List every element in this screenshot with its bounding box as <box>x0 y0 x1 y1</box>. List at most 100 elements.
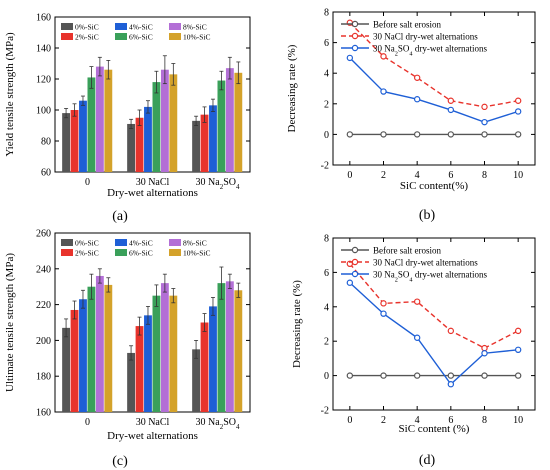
legend-label: 10%-SiC <box>183 33 211 42</box>
legend-label: 0%-SiC <box>75 23 99 32</box>
data-point <box>413 334 421 341</box>
bar <box>104 284 113 412</box>
bar <box>225 68 234 172</box>
x-tick-label: 2 <box>381 415 386 426</box>
legend-swatch <box>115 249 127 256</box>
y-tick-label: 6 <box>324 268 329 279</box>
plot-frame <box>332 237 536 411</box>
bar <box>104 69 113 172</box>
x-tick-label: 4 <box>415 170 420 181</box>
chart-d: -2 0 2 4 6 8 Decreasing rate (%) SiC content (%… <box>291 234 536 468</box>
legend-label: 6%-SiC <box>129 33 153 42</box>
panel-label: (d) <box>419 453 436 468</box>
bar <box>200 114 209 172</box>
x-tick-label: 0 <box>85 177 90 188</box>
bar <box>62 327 70 412</box>
bar <box>144 315 152 412</box>
y-tick-label: 0 <box>324 371 329 382</box>
legend-label: 30 NaCl dry-wet alternations <box>373 32 478 42</box>
chart-a: 60 80 100 120 140 160 Yield tensile strength (… <box>4 13 251 224</box>
legend-swatch <box>169 23 181 30</box>
y-tick-label: 2 <box>324 337 329 348</box>
bar <box>70 309 79 412</box>
y-axis-label: Decreasing rate (%) <box>291 280 303 368</box>
data-point <box>413 96 421 103</box>
bar <box>62 113 70 172</box>
legend-swatch <box>115 23 127 30</box>
data-point <box>380 300 387 307</box>
y-tick-label: 8 <box>324 234 329 245</box>
bar <box>234 290 243 412</box>
bar <box>79 100 87 172</box>
legend-label: 6%-SiC <box>129 249 153 258</box>
y-tick-label: 160 <box>36 408 51 419</box>
data-point <box>447 327 455 335</box>
x-axis-label: SiC content(%) <box>400 180 468 192</box>
legend-label: 2%-SiC <box>75 33 99 42</box>
data-point <box>346 131 354 138</box>
bar <box>95 66 104 172</box>
legend-label: 8%-SiC <box>183 239 207 248</box>
bar <box>127 352 135 412</box>
legend-label: 4%-SiC <box>129 23 153 32</box>
bar <box>135 326 144 412</box>
series-line <box>349 263 519 349</box>
y-axis-label: Ultimate tensile strength (MPa) <box>4 253 16 392</box>
legend-label: Before salt erosion <box>373 20 441 30</box>
data-point <box>413 372 421 379</box>
y-tick-label: 120 <box>36 75 51 86</box>
y-tick-label: 4 <box>324 69 329 80</box>
legend-label: 10%-SiC <box>183 249 211 258</box>
bar <box>209 105 217 172</box>
legend-swatch <box>169 249 181 256</box>
x-tick-label: 8 <box>482 415 487 426</box>
x-axis-label: Dry-wet alternations <box>107 430 198 442</box>
series-line <box>349 22 519 108</box>
legend-label: 30 Na2SO4 dry-wet alternations <box>373 44 488 58</box>
data-point <box>447 97 455 104</box>
x-tick-label: 30 NaCl <box>136 417 170 428</box>
bar <box>192 120 200 172</box>
y-tick-label: 0 <box>324 130 329 141</box>
legend-marker <box>351 258 359 266</box>
x-axis-label: SiC content (%) <box>399 423 470 435</box>
chart-b: -2 0 2 4 6 8 Decreasing rate (%) SiC content(%)… <box>286 8 536 223</box>
data-point <box>481 131 488 138</box>
data-point <box>346 54 354 62</box>
x-tick-label: 6 <box>448 170 453 181</box>
data-point <box>380 372 387 379</box>
data-point <box>413 74 421 81</box>
y-tick-label: 100 <box>36 106 51 117</box>
y-tick-label: -2 <box>321 161 329 172</box>
data-point <box>481 118 488 126</box>
x-tick-label: 8 <box>482 170 487 181</box>
y-tick-label: 180 <box>36 372 51 383</box>
data-point <box>514 346 522 353</box>
bar <box>209 306 217 412</box>
legend-marker <box>351 270 359 278</box>
x-tick-label: 10 <box>513 415 523 426</box>
y-tick-label: 80 <box>41 137 51 148</box>
series-line <box>349 57 519 123</box>
y-axis-label: Decreasing rate (%) <box>286 44 298 132</box>
legend-swatch <box>115 33 127 40</box>
bar <box>234 72 243 172</box>
bar <box>70 110 79 172</box>
bar <box>152 82 161 172</box>
data-point <box>514 97 522 104</box>
bar <box>152 295 161 412</box>
x-tick-label: 2 <box>381 170 386 181</box>
data-point <box>514 327 522 335</box>
y-tick-label: 220 <box>36 300 51 311</box>
data-point <box>481 103 488 111</box>
legend-marker <box>351 20 359 28</box>
legend-swatch <box>169 239 181 246</box>
bar <box>217 80 226 172</box>
data-point <box>447 381 455 388</box>
x-axis-label: Dry-wet alternations <box>107 187 198 199</box>
x-tick-label: 30 NaCl <box>136 177 170 188</box>
data-point <box>413 298 421 305</box>
legend-swatch <box>61 249 73 256</box>
legend-label: 0%-SiC <box>75 239 99 248</box>
